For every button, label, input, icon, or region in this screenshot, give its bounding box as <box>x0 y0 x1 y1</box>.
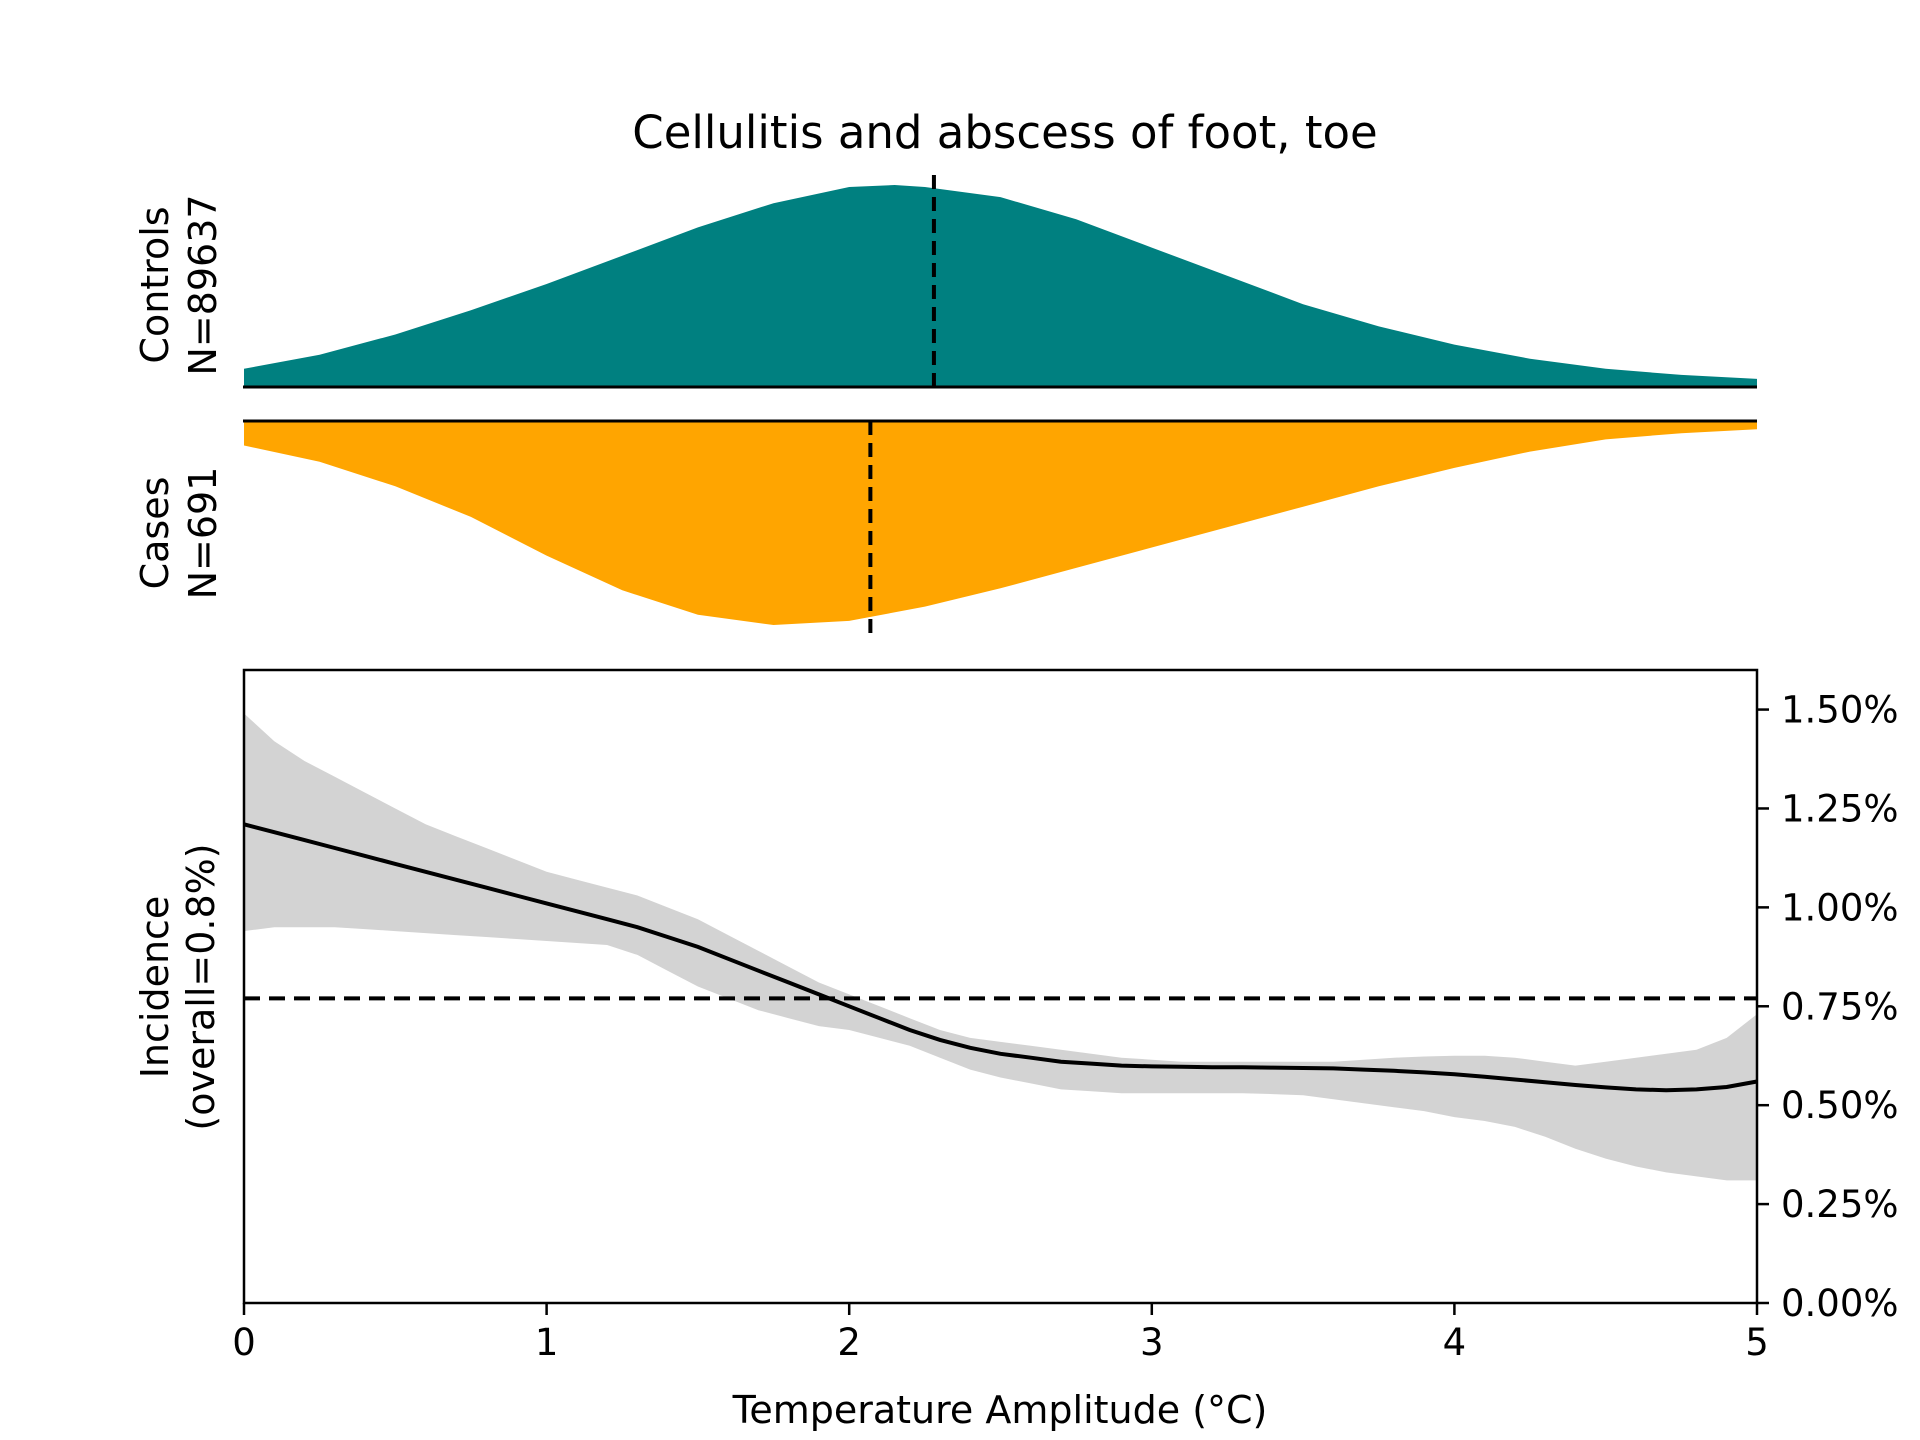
x-tick-label: 0 <box>232 1321 256 1364</box>
controls-distribution-panel: Controls N=89637 <box>133 175 1757 389</box>
x-axis: 0 1 2 3 4 5 <box>232 1303 1769 1364</box>
incidence-panel: 0 1 2 3 4 5 0.00% 0.25% 0.50% 0.75% 1.00% 1.25% 1.5… <box>133 668 1899 1432</box>
y-axis-label-overall: (overall=0.8%) <box>179 843 223 1130</box>
y-tick-label: 0.75% <box>1781 985 1899 1028</box>
incidence-plot-frame <box>242 668 1759 1305</box>
x-tick-label: 3 <box>1140 1321 1164 1364</box>
y-tick-label: 0.00% <box>1781 1282 1899 1325</box>
x-tick-label: 1 <box>535 1321 559 1364</box>
cases-count-label: N=691 <box>181 467 225 600</box>
controls-count-label: N=89637 <box>181 194 225 375</box>
x-tick-label: 2 <box>837 1321 861 1364</box>
confidence-band <box>244 713 1757 1181</box>
incidence-line <box>243 822 1758 1093</box>
chart-title: Cellulitis and abscess of foot, toe <box>632 106 1377 159</box>
x-tick-label: 5 <box>1745 1321 1769 1364</box>
cases-density-area <box>244 421 1757 625</box>
controls-density-area <box>244 185 1757 387</box>
y-tick-label: 0.25% <box>1781 1183 1899 1226</box>
x-tick-label: 4 <box>1443 1321 1467 1364</box>
cases-label: Cases <box>133 477 177 590</box>
x-axis-label: Temperature Amplitude (°C) <box>732 1388 1268 1432</box>
y-tick-label: 0.50% <box>1781 1084 1899 1127</box>
y-tick-label: 1.25% <box>1781 787 1899 830</box>
y-axis-right: 0.00% 0.25% 0.50% 0.75% 1.00% 1.25% 1.50% <box>1757 689 1899 1325</box>
y-tick-label: 1.50% <box>1781 689 1899 732</box>
y-axis-label: Incidence <box>133 896 177 1079</box>
cases-distribution-panel: Cases N=691 <box>133 419 1757 635</box>
controls-label: Controls <box>133 206 177 363</box>
y-tick-label: 1.00% <box>1781 886 1899 929</box>
